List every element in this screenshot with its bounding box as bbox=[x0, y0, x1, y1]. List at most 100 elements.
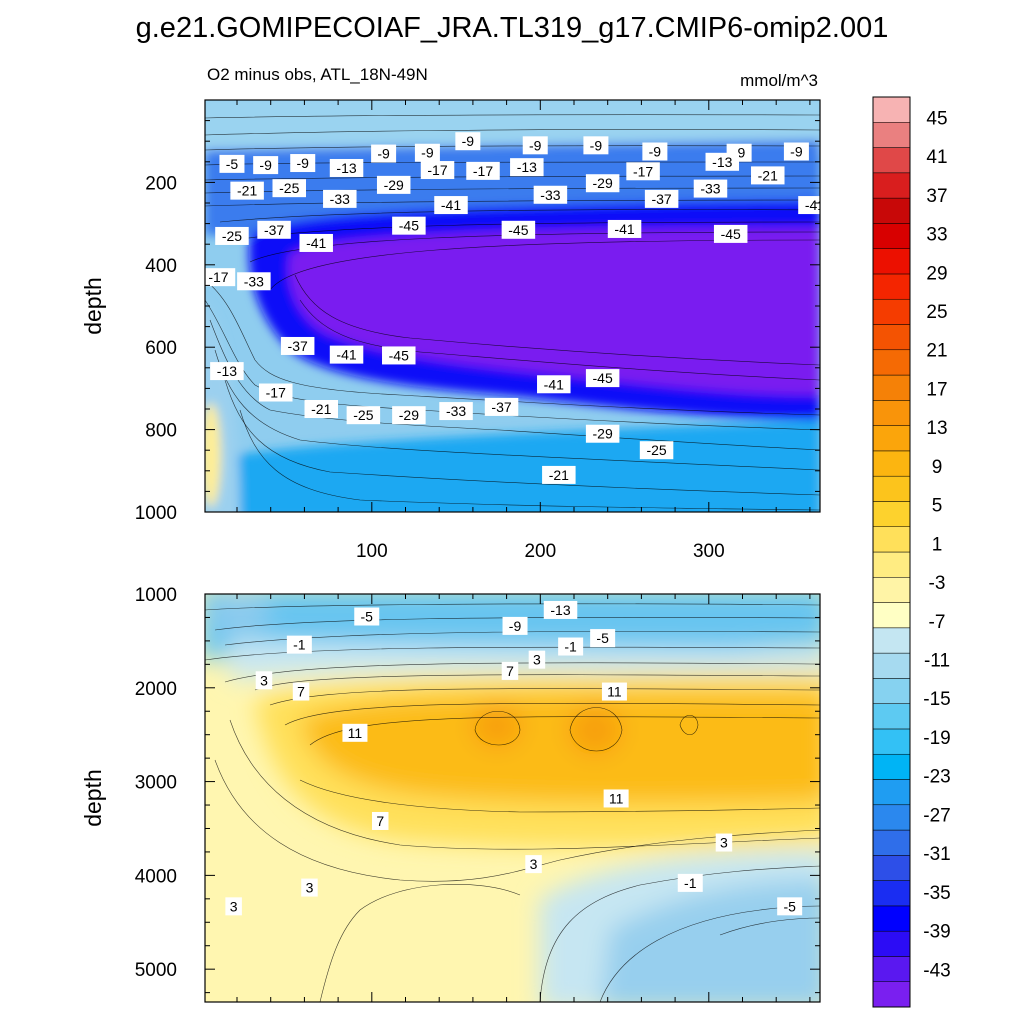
colorbar-swatch bbox=[872, 652, 911, 679]
contour-label: -45 bbox=[392, 216, 426, 235]
colorbar-label: 29 bbox=[926, 263, 947, 284]
colorbar-swatch bbox=[872, 627, 911, 654]
colorbar-swatch bbox=[872, 248, 911, 275]
contour-label-text: 11 bbox=[609, 790, 624, 806]
contour-label-box bbox=[205, 268, 236, 287]
contour-label-box bbox=[323, 189, 357, 208]
contour-label-box bbox=[392, 216, 426, 235]
contour-label-text: 3 bbox=[533, 652, 541, 668]
upper-field-blobs bbox=[205, 100, 820, 512]
colorbar-label: 21 bbox=[926, 341, 947, 362]
contour-label-box bbox=[626, 162, 660, 181]
contour-label-text: -21 bbox=[237, 183, 257, 199]
contour-label-box bbox=[751, 166, 785, 185]
contour-label: -41 bbox=[798, 196, 820, 215]
colorbar-swatch bbox=[872, 728, 911, 755]
colorbar-swatch bbox=[872, 501, 911, 527]
contour-label-box bbox=[543, 600, 578, 619]
contour-label-box bbox=[420, 161, 455, 180]
contour-label-box bbox=[253, 156, 279, 175]
contour-label: -25 bbox=[639, 441, 674, 460]
contour-label-text: -37 bbox=[264, 222, 284, 238]
upper-x-axis: 100 200 300 bbox=[236, 100, 811, 562]
contour-label-text: -17 bbox=[266, 385, 286, 401]
colorbar-label: 33 bbox=[926, 225, 947, 246]
contour-label: -9 bbox=[502, 616, 528, 635]
colorbar-swatch bbox=[872, 829, 911, 856]
colorbar-swatch bbox=[872, 855, 911, 881]
contour-label-text: 11 bbox=[607, 684, 622, 700]
contour-label: -33 bbox=[693, 179, 728, 198]
y-tick-label: 2000 bbox=[135, 679, 177, 700]
contour-label-box bbox=[439, 402, 473, 421]
colorbar-swatch bbox=[872, 324, 911, 351]
colorbar-swatch bbox=[872, 273, 911, 300]
colorbar-label: 41 bbox=[926, 147, 947, 168]
contour-label: 11 bbox=[601, 682, 627, 701]
contour-label-box bbox=[455, 132, 481, 151]
contour-label-text: -1 bbox=[564, 639, 577, 655]
colorbar-label: -31 bbox=[923, 844, 950, 865]
contour-label: -9 bbox=[414, 143, 440, 162]
contour-label-box bbox=[510, 158, 544, 177]
contour-label-text: 7 bbox=[506, 663, 514, 679]
contour-label: -5 bbox=[777, 897, 803, 916]
colorbar-swatch bbox=[872, 981, 911, 1008]
contour-label: -37 bbox=[257, 220, 291, 239]
contour-label-text: -17 bbox=[473, 163, 493, 179]
contour-label-text: -25 bbox=[353, 407, 373, 423]
contour-label-text: -41 bbox=[614, 221, 634, 237]
contour-label-box bbox=[371, 811, 389, 830]
contour-label: -29 bbox=[392, 406, 426, 425]
contour-label: -45 bbox=[585, 369, 620, 388]
colorbar-swatch bbox=[872, 551, 911, 578]
contour-label-text: -37 bbox=[651, 191, 671, 207]
contour-label-text: -9 bbox=[529, 137, 542, 153]
contour-label-text: -21 bbox=[311, 401, 331, 417]
contour-label: -1 bbox=[286, 635, 312, 654]
lower-blob-cold-corner bbox=[210, 594, 270, 634]
contour-label-box bbox=[414, 143, 440, 162]
y-tick-label: 400 bbox=[145, 256, 177, 277]
colorbar-frame bbox=[872, 96, 911, 1008]
contour-label-text: -9 bbox=[649, 144, 662, 160]
contour-label-text: -25 bbox=[646, 442, 666, 458]
contour-label-text: -41 bbox=[306, 235, 326, 251]
upper-y-axis-label: depth bbox=[80, 277, 106, 335]
contour-label-box bbox=[484, 397, 519, 416]
contour-label-box bbox=[292, 682, 310, 701]
contour-label: -5 bbox=[354, 607, 380, 626]
contour-label-box bbox=[798, 196, 820, 215]
contour-label-box bbox=[299, 233, 333, 252]
colorbar-label: 1 bbox=[932, 534, 943, 555]
contour-label: -25 bbox=[346, 406, 381, 425]
contour-label-text: -37 bbox=[491, 399, 511, 415]
contour-label-box bbox=[286, 635, 312, 654]
upper-blob-warm bbox=[205, 403, 221, 507]
contour-label: 7 bbox=[501, 661, 519, 680]
contour-label: -37 bbox=[280, 336, 315, 355]
contour-label-box bbox=[304, 400, 339, 418]
colorbar-swatch bbox=[872, 450, 911, 477]
contour-label-box bbox=[466, 161, 500, 180]
contour-label: 7 bbox=[292, 682, 310, 701]
colorbar-swatch bbox=[872, 197, 911, 224]
contour-label-text: 11 bbox=[348, 725, 363, 741]
colorbar-swatch bbox=[872, 96, 911, 123]
contour-label-text: -29 bbox=[384, 177, 404, 193]
contour-label-text: 3 bbox=[720, 835, 728, 851]
x-tick-label: 200 bbox=[524, 541, 556, 562]
contour-label: -21 bbox=[230, 181, 264, 200]
contour-label-box bbox=[501, 661, 519, 680]
contour-label: -33 bbox=[439, 402, 473, 421]
contour-label: -9 bbox=[371, 144, 397, 163]
colorbar-swatch bbox=[872, 172, 911, 199]
contour-label-box bbox=[558, 637, 584, 656]
colorbar-label: -23 bbox=[923, 767, 950, 788]
upper-y-axis: 200 400 600 800 1000 bbox=[135, 99, 820, 524]
upper-units-label: mmol/m^3 bbox=[740, 71, 818, 90]
contour-label: -33 bbox=[533, 185, 568, 204]
contour-label-text: -29 bbox=[593, 426, 613, 442]
